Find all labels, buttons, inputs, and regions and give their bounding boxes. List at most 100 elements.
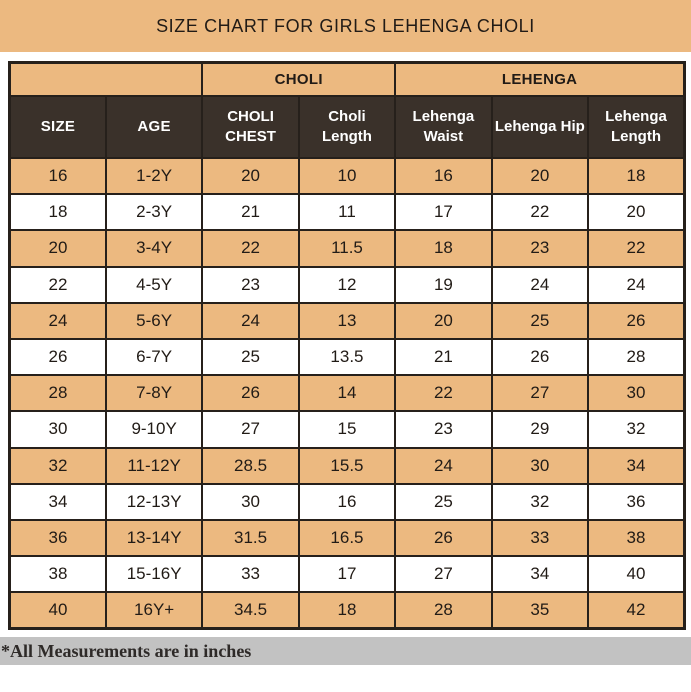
table-cell: 18 [8, 193, 107, 232]
table-cell: 9-10Y [104, 410, 204, 449]
table-cell: 19 [394, 265, 493, 304]
table-cell: 36 [587, 482, 686, 521]
table-cell: 11-12Y [104, 446, 204, 485]
table-cell: 16 [8, 156, 107, 196]
table-cell: 33 [490, 518, 590, 558]
table-cell: 16Y+ [104, 591, 204, 630]
table-cell: 20 [201, 156, 300, 196]
table-row: 34 12-13Y 30 16 25 32 36 [8, 482, 686, 521]
table-cell: 34 [8, 482, 107, 521]
table-cell: 32 [587, 410, 686, 449]
table-cell: 15-16Y [104, 555, 204, 594]
table-cell: 24 [394, 446, 493, 485]
table-cell: 22 [201, 229, 300, 268]
table-cell: 34 [587, 446, 686, 485]
table-cell: 34.5 [201, 591, 300, 630]
table-cell: 38 [587, 518, 686, 558]
table-cell: 25 [490, 301, 590, 340]
table-cell: 26 [8, 337, 107, 377]
table-cell: 16 [394, 156, 493, 196]
column-header-lehenga-hip: Lehenga Hip [490, 95, 590, 159]
table-cell: 27 [490, 374, 590, 413]
table-cell: 28 [8, 374, 107, 413]
table-cell: 26 [201, 374, 300, 413]
table-cell: 42 [587, 591, 686, 630]
table-row: 24 5-6Y 24 13 20 25 26 [8, 301, 686, 340]
table-cell: 30 [587, 374, 686, 413]
table-cell: 32 [490, 482, 590, 521]
table-cell: 16.5 [297, 518, 397, 558]
table-cell: 11.5 [297, 229, 397, 268]
column-header-lehenga-length: Lehenga Length [587, 95, 686, 159]
table-cell: 20 [490, 156, 590, 196]
table-row: 20 3-4Y 22 11.5 18 23 22 [8, 229, 686, 268]
table-cell: 24 [587, 265, 686, 304]
table-cell: 20 [8, 229, 107, 268]
table-cell: 12 [297, 265, 397, 304]
table-cell: 18 [587, 156, 686, 196]
table-cell: 36 [8, 518, 107, 558]
table-cell: 13-14Y [104, 518, 204, 558]
table-cell: 35 [490, 591, 590, 630]
table-row: 22 4-5Y 23 12 19 24 24 [8, 265, 686, 304]
table-cell: 26 [490, 337, 590, 377]
table-cell: 22 [8, 265, 107, 304]
table-row: 32 11-12Y 28.5 15.5 24 30 34 [8, 446, 686, 485]
table-cell: 30 [201, 482, 300, 521]
table-cell: 24 [490, 265, 590, 304]
table-cell: 25 [394, 482, 493, 521]
table-cell: 16 [297, 482, 397, 521]
table-cell: 34 [490, 555, 590, 594]
table-cell: 18 [394, 229, 493, 268]
table-row: 26 6-7Y 25 13.5 21 26 28 [8, 337, 686, 377]
column-header-size: SIZE [8, 95, 107, 159]
column-header-age: AGE [104, 95, 204, 159]
table-cell: 30 [490, 446, 590, 485]
table-cell: 5-6Y [104, 301, 204, 340]
table-cell: 17 [297, 555, 397, 594]
table-cell: 13.5 [297, 337, 397, 377]
table-row: 40 16Y+ 34.5 18 28 35 42 [8, 591, 686, 630]
column-header-row: SIZE AGE CHOLI CHEST Choli Length Lehenga Wa… [8, 95, 686, 159]
table-cell: 24 [8, 301, 107, 340]
table-cell: 25 [201, 337, 300, 377]
title-banner: SIZE CHART FOR GIRLS LEHENGA CHOLI [0, 0, 691, 52]
column-header-choli-chest: CHOLI CHEST [201, 95, 300, 159]
table-row: 16 1-2Y 20 10 16 20 18 [8, 156, 686, 196]
table-row: 18 2-3Y 21 11 17 22 20 [8, 193, 686, 232]
table-cell: 23 [201, 265, 300, 304]
table-cell: 3-4Y [104, 229, 204, 268]
table-cell: 10 [297, 156, 397, 196]
table-cell: 28.5 [201, 446, 300, 485]
table-cell: 21 [201, 193, 300, 232]
table-cell: 28 [587, 337, 686, 377]
table-cell: 26 [587, 301, 686, 340]
size-chart-body: 16 1-2Y 20 10 16 20 18 18 2-3Y 21 11 17 22 20 20 3-4Y 22… [8, 156, 686, 630]
footer-note-bar: *All Measurements are in inches [0, 637, 691, 666]
table-cell: 14 [297, 374, 397, 413]
group-header-row: CHOLI LEHENGA [8, 61, 686, 97]
table-cell: 20 [394, 301, 493, 340]
table-cell: 20 [587, 193, 686, 232]
page-title: SIZE CHART FOR GIRLS LEHENGA CHOLI [156, 15, 535, 36]
table-cell: 23 [394, 410, 493, 449]
table-cell: 4-5Y [104, 265, 204, 304]
table-cell: 2-3Y [104, 193, 204, 232]
table-row: 28 7-8Y 26 14 22 27 30 [8, 374, 686, 413]
table-cell: 15.5 [297, 446, 397, 485]
table-cell: 40 [8, 591, 107, 630]
table-row: 36 13-14Y 31.5 16.5 26 33 38 [8, 518, 686, 558]
table-cell: 22 [587, 229, 686, 268]
table-cell: 22 [394, 374, 493, 413]
table-cell: 1-2Y [104, 156, 204, 196]
table-cell: 32 [8, 446, 107, 485]
table-cell: 29 [490, 410, 590, 449]
table-cell: 28 [394, 591, 493, 630]
size-chart-table: CHOLI LEHENGA SIZE AGE CHOLI CHEST Choli Len… [8, 61, 686, 631]
table-cell: 27 [201, 410, 300, 449]
table-cell: 40 [587, 555, 686, 594]
table-cell: 15 [297, 410, 397, 449]
table-cell: 22 [490, 193, 590, 232]
column-header-choli-length: Choli Length [297, 95, 397, 159]
table-cell: 21 [394, 337, 493, 377]
